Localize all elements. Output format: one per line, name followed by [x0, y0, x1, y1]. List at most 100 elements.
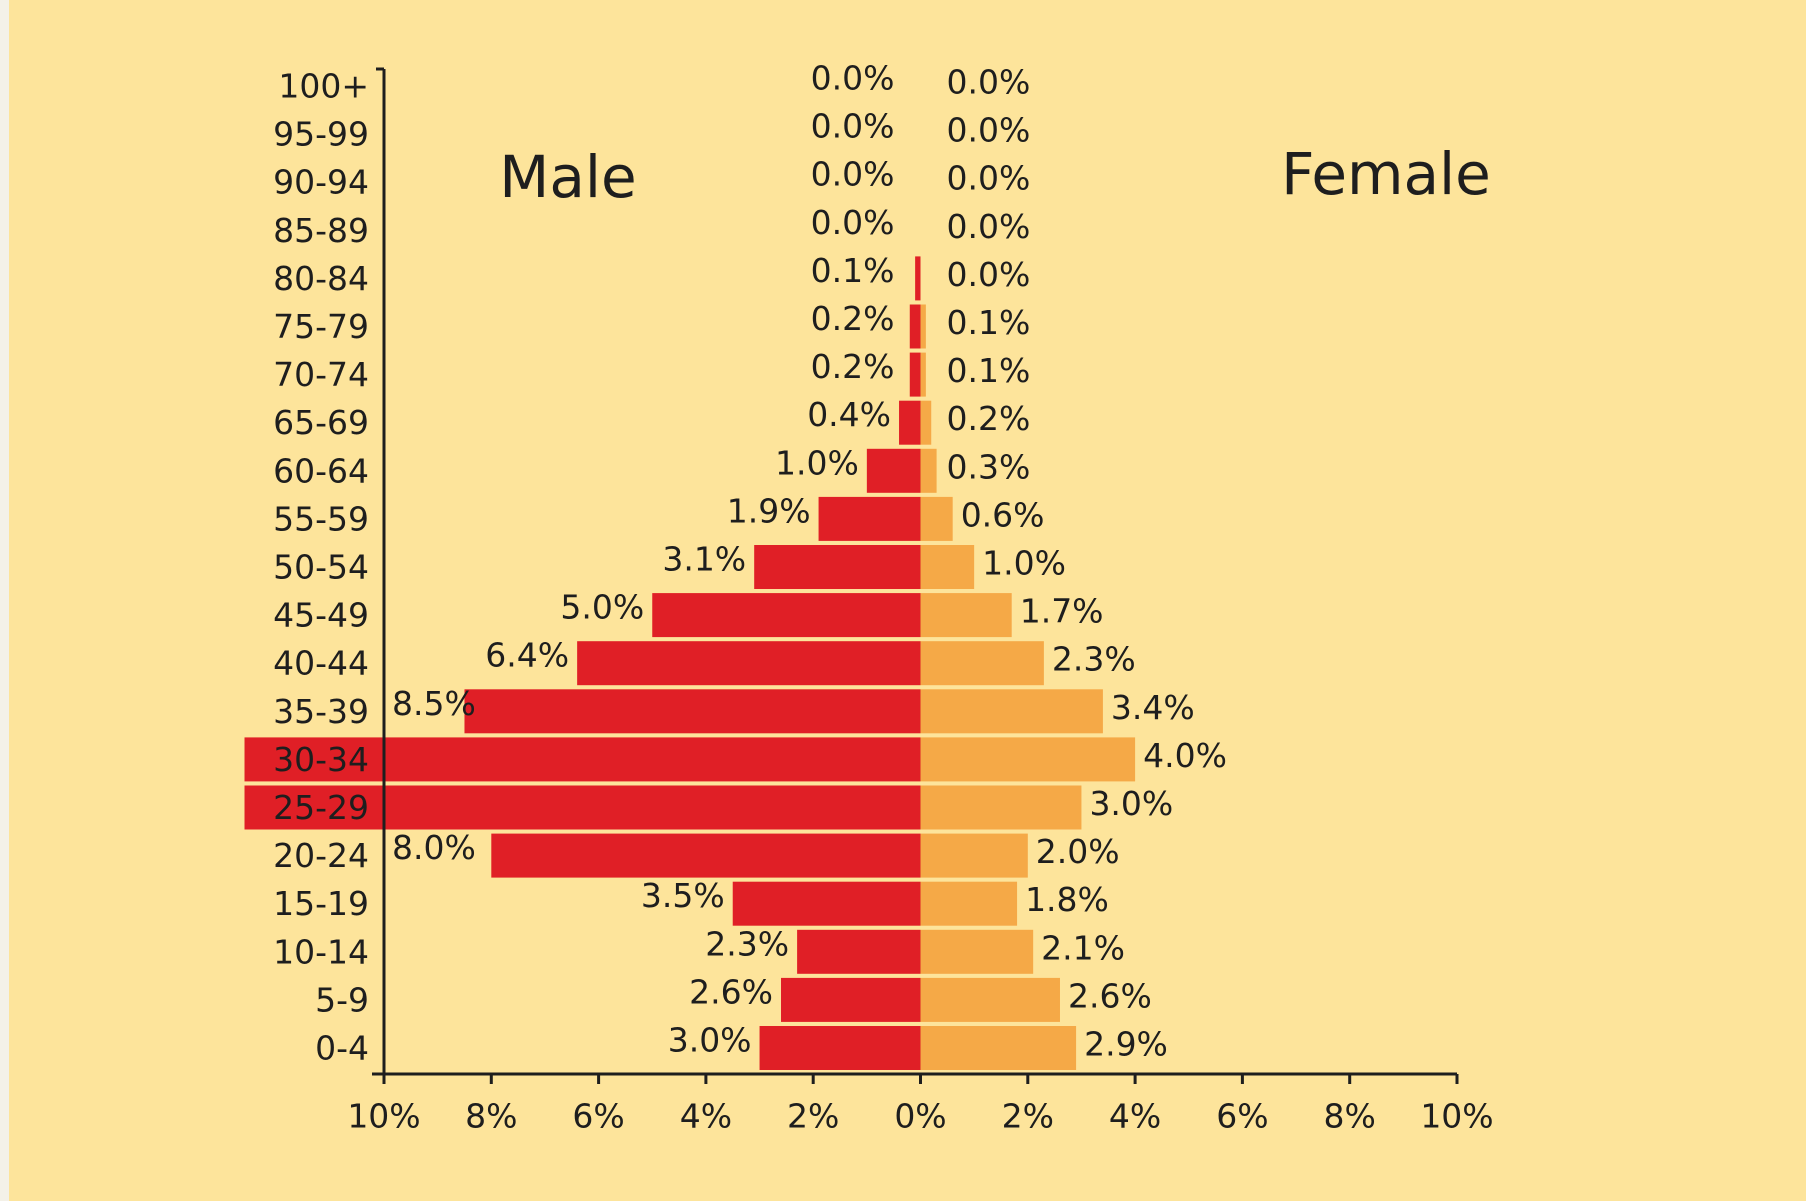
y-tick-label: 60-64: [273, 451, 369, 490]
value-label-female: 0.1%: [947, 351, 1031, 390]
value-label-female: 1.7%: [1020, 592, 1104, 631]
edge-strip: [0, 0, 9, 1201]
x-tick-label: 10%: [347, 1097, 420, 1136]
bar-male: [464, 689, 921, 734]
bar-female: [920, 352, 926, 397]
y-tick-label: 100+: [278, 67, 369, 106]
value-label-female: 0.0%: [947, 63, 1031, 102]
bar-male: [818, 496, 921, 541]
value-label-male: 0.4%: [807, 395, 891, 434]
bar-male: [759, 1026, 921, 1070]
bar-female: [920, 448, 937, 493]
y-tick-label: 65-69: [273, 403, 369, 442]
bar-male: [909, 304, 921, 349]
x-tick-label: 10%: [1420, 1097, 1493, 1136]
bar-female: [920, 641, 1044, 686]
value-label-female: 0.0%: [947, 111, 1031, 150]
value-label-male: 3.0%: [668, 1021, 752, 1060]
value-label-female: 2.0%: [1036, 832, 1120, 871]
value-label-female: 2.1%: [1041, 928, 1125, 967]
y-tick-label: 40-44: [273, 644, 369, 683]
y-tick-label: 70-74: [273, 355, 369, 394]
y-tick-label: 25-29: [273, 788, 369, 827]
value-label-female: 2.6%: [1068, 976, 1152, 1015]
y-tick-label: 30-34: [273, 740, 369, 779]
bar-male: [652, 593, 921, 638]
x-tick-label: 8%: [465, 1097, 517, 1136]
bar-male: [244, 785, 921, 830]
value-label-male: 2.6%: [689, 972, 773, 1011]
x-tick-label: 6%: [572, 1097, 624, 1136]
bar-female: [920, 689, 1103, 734]
value-label-female: 1.0%: [982, 544, 1066, 583]
bar-male: [244, 737, 921, 782]
value-label-female: 0.2%: [947, 399, 1031, 438]
value-label-male: 8.5%: [392, 684, 476, 723]
y-tick-label: 55-59: [273, 499, 369, 538]
x-tick-label: 4%: [1109, 1097, 1161, 1136]
y-tick-label: 35-39: [273, 692, 369, 731]
y-tick-label: 85-89: [273, 211, 369, 250]
value-label-female: 0.0%: [947, 255, 1031, 294]
value-label-male: 0.0%: [811, 107, 895, 146]
value-label-female: 0.6%: [961, 495, 1045, 534]
value-label-male: 0.0%: [811, 59, 895, 98]
value-label-male: 3.5%: [641, 876, 725, 915]
y-tick-label: 15-19: [273, 884, 369, 923]
bar-female: [920, 545, 975, 589]
y-tick-label: 90-94: [273, 163, 369, 202]
left-title: Male: [499, 143, 636, 211]
y-tick-label: 20-24: [273, 836, 369, 875]
value-label-male: 8.0%: [392, 828, 476, 867]
value-label-female: 0.0%: [947, 207, 1031, 246]
x-tick-label: 2%: [1002, 1097, 1054, 1136]
value-label-female: 4.0%: [1143, 736, 1227, 775]
x-tick-label: 2%: [787, 1097, 839, 1136]
value-label-male: 5.0%: [560, 588, 644, 627]
y-tick-label: 80-84: [273, 259, 369, 298]
bar-male: [909, 352, 921, 397]
bar-female: [920, 881, 1018, 926]
value-label-female: 2.9%: [1084, 1025, 1168, 1064]
bar-female: [920, 785, 1082, 830]
bar-female: [920, 737, 1136, 782]
bar-male: [866, 448, 921, 493]
value-label-male: 0.0%: [811, 203, 895, 242]
y-tick-label: 95-99: [273, 115, 369, 154]
bar-female: [920, 929, 1034, 974]
bar-female: [920, 400, 932, 445]
bar-male: [781, 977, 921, 1022]
y-tick-label: 50-54: [273, 548, 369, 587]
value-label-female: 1.8%: [1025, 880, 1109, 919]
value-label-female: 0.0%: [947, 159, 1031, 198]
value-label-male: 1.9%: [727, 491, 811, 530]
bar-male: [754, 545, 921, 589]
bar-female: [920, 1026, 1077, 1070]
bar-male: [899, 400, 921, 445]
value-label-female: 3.4%: [1111, 688, 1195, 727]
value-label-male: 0.2%: [811, 347, 895, 386]
value-label-female: 0.1%: [947, 303, 1031, 342]
y-tick-label: 45-49: [273, 596, 369, 635]
value-label-male: 1.0%: [775, 443, 859, 482]
bar-female: [920, 496, 953, 541]
bar-male: [915, 256, 921, 301]
x-tick-label: 6%: [1216, 1097, 1268, 1136]
value-label-male: 2.3%: [705, 924, 789, 963]
bar-female: [920, 304, 926, 349]
right-title: Female: [1281, 140, 1491, 208]
x-tick-label: 8%: [1324, 1097, 1376, 1136]
x-tick-label: 0%: [894, 1097, 946, 1136]
bar-female: [920, 593, 1012, 638]
bar-male: [577, 641, 921, 686]
value-label-male: 0.1%: [811, 251, 895, 290]
y-tick-label: 10-14: [273, 932, 369, 971]
bar-male: [797, 929, 921, 974]
bar-male: [732, 881, 921, 926]
x-tick-label: 4%: [680, 1097, 732, 1136]
y-tick-label: 75-79: [273, 307, 369, 346]
bar-female: [920, 977, 1060, 1022]
value-label-female: 3.0%: [1089, 784, 1173, 823]
